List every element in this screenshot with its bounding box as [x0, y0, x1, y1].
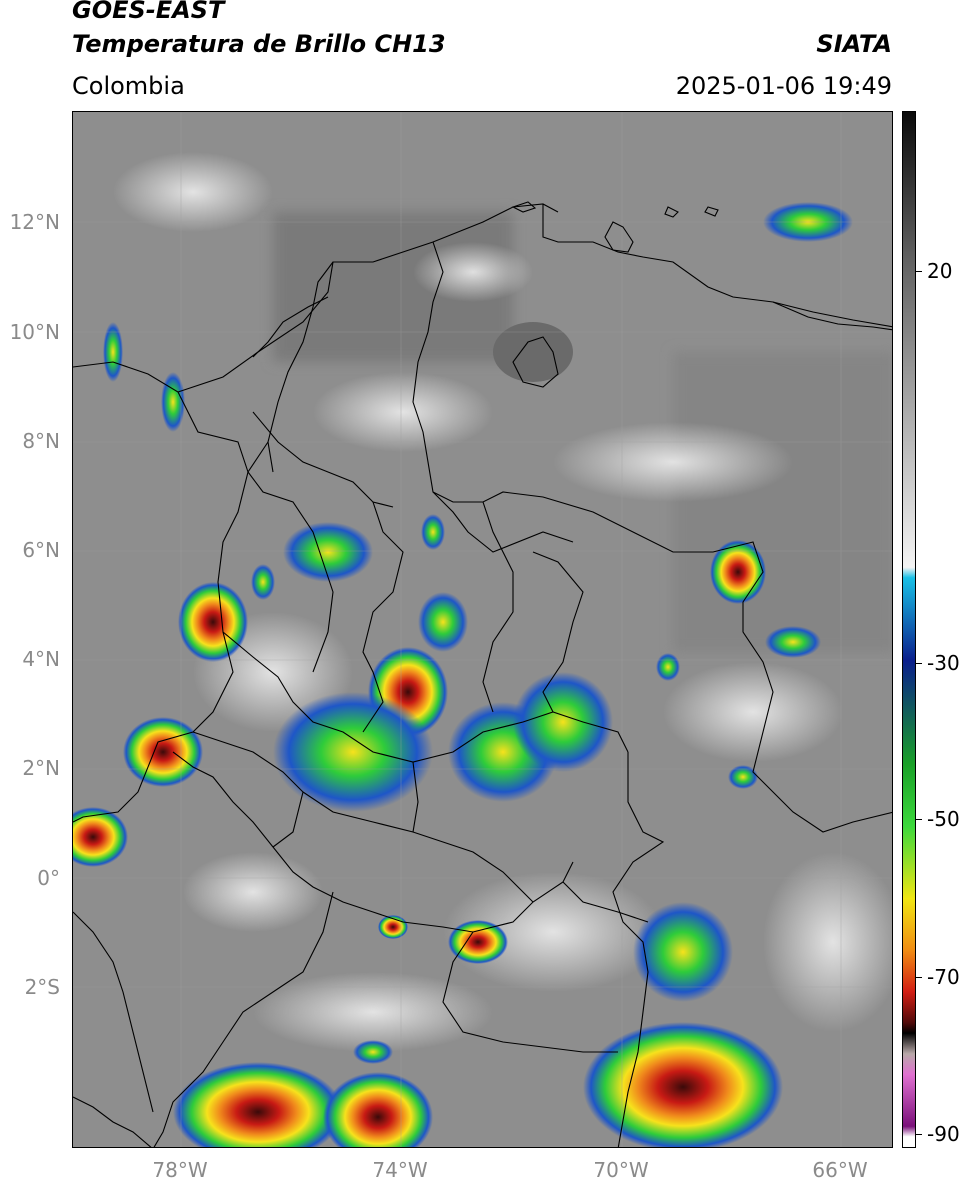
- colorbar-label-minus50: -50: [927, 807, 960, 831]
- colorbar-tick: [916, 819, 922, 820]
- borders: [73, 201, 892, 1147]
- lon-label-74w: 74°W: [372, 1158, 428, 1182]
- colorbar-tick: [916, 271, 922, 272]
- map-canvas: [73, 112, 892, 1147]
- region-subtitle: Colombia: [72, 72, 185, 100]
- lon-label-78w: 78°W: [152, 1158, 208, 1182]
- colorbar-tick: [916, 977, 922, 978]
- lat-label-0: 0°: [37, 866, 60, 890]
- lat-label-10n: 10°N: [9, 320, 60, 344]
- colorbar-label-minus70: -70: [927, 965, 960, 989]
- colorbar-label-minus30: -30: [927, 651, 960, 675]
- lat-label-2s: 2°S: [24, 975, 60, 999]
- title-line-2: Temperatura de Brillo CH13: [72, 30, 446, 58]
- title-line-1: GOES-EAST: [72, 0, 225, 24]
- lat-label-6n: 6°N: [22, 538, 60, 562]
- lon-label-70w: 70°W: [593, 1158, 649, 1182]
- colorbar-label-minus90: -90: [927, 1122, 960, 1146]
- satellite-map[interactable]: [72, 111, 893, 1148]
- colorbar: [902, 111, 916, 1148]
- colorbar-tick: [916, 1134, 922, 1135]
- lat-label-2n: 2°N: [22, 756, 60, 780]
- brand-label: SIATA: [816, 30, 892, 58]
- convective-cells: [73, 202, 853, 1147]
- lat-label-8n: 8°N: [22, 429, 60, 453]
- lat-label-12n: 12°N: [9, 210, 60, 234]
- timestamp-label: 2025-01-06 19:49: [675, 72, 892, 100]
- lon-label-66w: 66°W: [812, 1158, 868, 1182]
- colorbar-label-20: 20: [927, 259, 953, 283]
- lat-label-4n: 4°N: [22, 647, 60, 671]
- colorbar-tick: [916, 663, 922, 664]
